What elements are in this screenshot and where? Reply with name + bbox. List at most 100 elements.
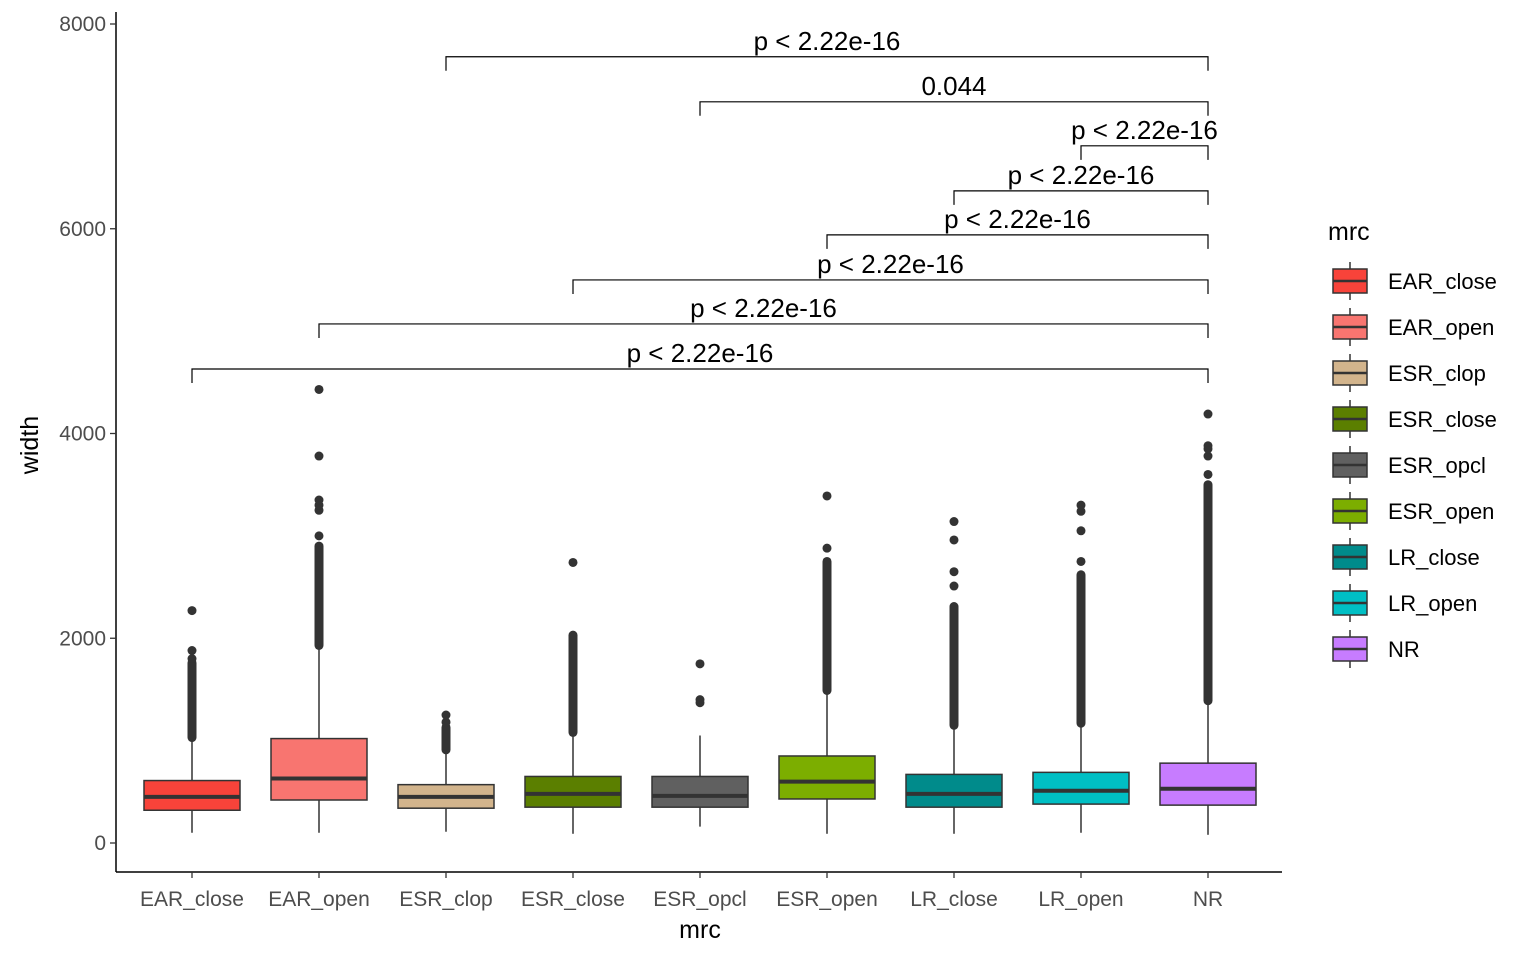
p-value-label: 0.044 xyxy=(921,71,986,101)
outlier-point xyxy=(695,659,705,669)
outlier-point xyxy=(441,710,451,720)
outlier-cluster xyxy=(314,541,324,650)
outlier-point xyxy=(1203,409,1213,419)
legend-label: ESR_close xyxy=(1388,407,1497,432)
x-tick-label: ESR_open xyxy=(776,888,878,911)
box-body xyxy=(270,737,368,801)
legend-item: NR xyxy=(1332,630,1420,668)
legend-label: EAR_open xyxy=(1388,315,1494,340)
y-axis-title: width xyxy=(16,416,44,475)
outlier-cluster xyxy=(1203,480,1213,706)
legend-label: ESR_clop xyxy=(1388,361,1486,386)
box-body xyxy=(651,775,749,808)
box-body xyxy=(524,775,622,808)
p-value-label: p < 2.22e-16 xyxy=(627,338,774,368)
legend-item: LR_open xyxy=(1332,584,1477,622)
outlier-cluster xyxy=(949,602,959,730)
box-esr-opcl xyxy=(651,659,749,827)
y-tick-label: 0 xyxy=(94,832,106,855)
outlier-point xyxy=(695,695,705,705)
box-body xyxy=(778,755,876,800)
comparison-bracket: p < 2.22e-16 xyxy=(191,338,1209,384)
outlier-point xyxy=(949,581,959,591)
box-body xyxy=(1032,771,1130,805)
outlier-point xyxy=(1076,526,1086,536)
legend: mrc EAR_close EAR_open ESR_clop ESR_close ESR… xyxy=(1328,218,1497,668)
x-axis-title: mrc xyxy=(679,916,721,944)
y-tick-label: 6000 xyxy=(59,218,106,241)
p-value-label: p < 2.22e-16 xyxy=(690,293,837,323)
outlier-point xyxy=(1203,441,1213,451)
outlier-cluster xyxy=(187,658,197,743)
outlier-point xyxy=(822,491,832,501)
outlier-point xyxy=(1076,556,1086,566)
box-esr-open xyxy=(778,491,876,834)
bracket-line xyxy=(953,190,1209,205)
outlier-point xyxy=(187,654,197,664)
legend-item: ESR_clop xyxy=(1332,354,1486,392)
legend-item: ESR_open xyxy=(1332,492,1494,530)
legend-item: ESR_close xyxy=(1332,400,1497,438)
x-axis: EAR_close EAR_open ESR_clop ESR_close ESR_op… xyxy=(116,871,1282,911)
legend-label: ESR_opcl xyxy=(1388,453,1486,478)
comparison-bracket: p < 2.22e-16 xyxy=(826,204,1209,249)
box-lr-open xyxy=(1032,500,1130,833)
y-tick-label: 4000 xyxy=(59,423,106,446)
x-tick-label: ESR_opcl xyxy=(653,888,746,911)
outlier-point xyxy=(949,535,959,545)
outlier-point xyxy=(187,646,197,656)
bracket-line xyxy=(1080,145,1209,160)
outlier-cluster xyxy=(822,556,832,695)
comparison-bracket: 0.044 xyxy=(699,71,1209,116)
bracket-line xyxy=(445,56,1209,71)
outlier-cluster xyxy=(441,722,451,755)
legend-label: ESR_open xyxy=(1388,499,1494,524)
plot-area xyxy=(143,384,1257,835)
comparison-bracket: p < 2.22e-16 xyxy=(318,293,1209,338)
y-axis: 0 2000 4000 6000 8000 xyxy=(59,12,117,872)
box-ear-close xyxy=(143,606,241,833)
bracket-line xyxy=(826,234,1209,249)
bracket-line xyxy=(318,323,1209,338)
outlier-cluster xyxy=(1076,570,1086,728)
x-tick-label: LR_open xyxy=(1038,888,1123,911)
box-esr-close xyxy=(524,557,622,834)
outlier-point xyxy=(314,531,324,541)
outlier-cluster xyxy=(568,630,578,737)
comparison-bracket: p < 2.22e-16 xyxy=(572,249,1209,294)
box-esr-clop xyxy=(397,710,495,832)
legend-label: LR_open xyxy=(1388,591,1477,616)
outlier-point xyxy=(1203,451,1213,461)
box-lr-close xyxy=(905,517,1003,834)
outlier-point xyxy=(314,384,324,394)
legend-label: EAR_close xyxy=(1388,269,1497,294)
box-ear-open xyxy=(270,384,368,833)
y-tick-label: 8000 xyxy=(59,13,106,36)
p-value-label: p < 2.22e-16 xyxy=(817,249,964,279)
outlier-point xyxy=(949,517,959,527)
x-tick-label: EAR_close xyxy=(140,888,244,911)
bracket-line xyxy=(572,279,1209,294)
legend-item: LR_close xyxy=(1332,538,1480,576)
x-tick-label: LR_close xyxy=(910,888,998,911)
p-value-label: p < 2.22e-16 xyxy=(1071,115,1218,145)
outlier-point xyxy=(822,543,832,553)
legend-label: NR xyxy=(1388,637,1420,662)
comparison-bracket: p < 2.22e-16 xyxy=(953,160,1209,205)
x-tick-label: ESR_clop xyxy=(399,888,492,911)
legend-item: ESR_opcl xyxy=(1332,446,1486,484)
bracket-line xyxy=(191,368,1209,384)
outlier-point xyxy=(568,557,578,567)
legend-item: EAR_open xyxy=(1332,308,1494,346)
outlier-point xyxy=(441,717,451,727)
outlier-point xyxy=(187,606,197,616)
comparison-bracket: p < 2.22e-16 xyxy=(445,26,1209,71)
box-body xyxy=(1159,762,1257,806)
box-body xyxy=(905,773,1003,808)
legend-title: mrc xyxy=(1328,218,1370,246)
p-value-label: p < 2.22e-16 xyxy=(944,204,1091,234)
outlier-point xyxy=(949,567,959,577)
x-tick-label: ESR_close xyxy=(521,888,625,911)
p-value-label: p < 2.22e-16 xyxy=(1008,160,1155,190)
